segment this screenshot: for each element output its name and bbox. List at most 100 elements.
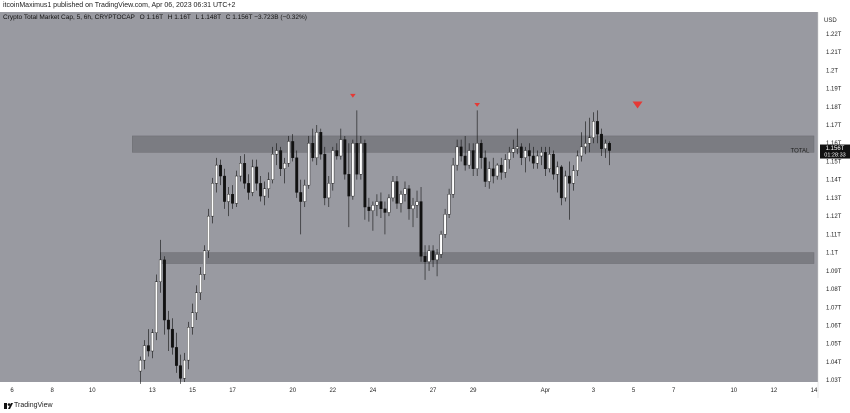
sell-signal-marker bbox=[632, 101, 643, 109]
candle bbox=[287, 135, 291, 167]
candle-body-down bbox=[608, 143, 611, 151]
candle bbox=[327, 176, 331, 208]
candle-body-up bbox=[447, 194, 451, 215]
candle bbox=[335, 143, 339, 160]
candle-body-up bbox=[263, 188, 267, 197]
candle-body-up bbox=[375, 201, 379, 206]
time-axis[interactable] bbox=[0, 382, 818, 398]
candle bbox=[199, 267, 202, 300]
price-chart[interactable]: USD 1.22T1.21T1.2T1.19T1.18T1.17T1.16T1.… bbox=[0, 12, 850, 398]
candle bbox=[311, 128, 315, 162]
candle-body-up bbox=[443, 214, 447, 235]
candle-body-down bbox=[479, 143, 483, 159]
candle bbox=[271, 146, 275, 184]
candle bbox=[207, 208, 210, 259]
candle bbox=[407, 185, 411, 220]
candle bbox=[251, 159, 255, 197]
candle-body-up bbox=[399, 194, 403, 204]
candle bbox=[451, 157, 455, 198]
tradingview-logo-icon bbox=[4, 403, 13, 409]
candle-body-up bbox=[571, 170, 575, 184]
close-value: 1.156T bbox=[232, 14, 253, 21]
candle-body-down bbox=[335, 150, 339, 157]
candle bbox=[359, 135, 363, 180]
candle-body-down bbox=[527, 150, 531, 157]
y-tick-label: 1.06T bbox=[826, 323, 842, 329]
candle-body-down bbox=[379, 201, 383, 210]
candle bbox=[375, 194, 379, 217]
x-tick-label: 27 bbox=[430, 388, 437, 394]
candle-body-up bbox=[267, 179, 271, 189]
y-tick-label: 1.16T bbox=[826, 141, 842, 147]
candle-body-up bbox=[331, 150, 335, 184]
x-tick-label: 5 bbox=[632, 388, 636, 394]
candle bbox=[587, 117, 591, 153]
candle bbox=[535, 150, 539, 169]
y-tick-labels: 1.22T 1.21T 1.2T 1.19T 1.18T 1.17T 1.16T 1.15T 1… bbox=[826, 32, 842, 384]
price-axis[interactable] bbox=[818, 12, 850, 398]
candle bbox=[178, 354, 182, 384]
candle bbox=[166, 310, 170, 352]
candle bbox=[551, 150, 555, 180]
candle-body-down bbox=[491, 168, 495, 177]
candle bbox=[323, 146, 327, 206]
price-tag-box bbox=[820, 144, 850, 159]
candle bbox=[491, 157, 495, 184]
candle bbox=[531, 146, 535, 169]
candle-body-up bbox=[339, 139, 343, 157]
candle-body-down bbox=[247, 183, 251, 193]
candle bbox=[559, 165, 563, 206]
candle-body-up bbox=[391, 181, 395, 199]
candle-body-up bbox=[487, 168, 491, 182]
candle-body-up bbox=[271, 153, 275, 180]
candle-body-down bbox=[600, 133, 603, 149]
candle bbox=[259, 176, 263, 202]
candle-body-up bbox=[227, 194, 231, 202]
candle-body-up bbox=[515, 146, 519, 149]
y-tick-label: 1.03T bbox=[826, 378, 842, 384]
candle bbox=[383, 201, 387, 235]
candle bbox=[351, 139, 355, 200]
candle-body-up bbox=[239, 163, 243, 177]
candle-body-down bbox=[463, 155, 467, 166]
candle-body-up bbox=[215, 164, 218, 184]
publish-info-text: itcoinMaximus1 published on TradingView.… bbox=[3, 2, 236, 9]
publish-info-bar: itcoinMaximus1 published on TradingView.… bbox=[0, 0, 850, 12]
candle bbox=[471, 143, 475, 177]
candle bbox=[439, 230, 443, 259]
candle-body-down bbox=[407, 188, 411, 210]
candle-body-up bbox=[411, 205, 415, 210]
candle-body-up bbox=[511, 148, 515, 153]
candle bbox=[608, 141, 611, 166]
candle bbox=[459, 139, 463, 162]
y-tick-label: 1.22T bbox=[826, 32, 842, 38]
candle bbox=[592, 112, 595, 144]
candle bbox=[343, 135, 347, 180]
candle-body-up bbox=[495, 164, 499, 177]
candle bbox=[191, 303, 194, 335]
candle bbox=[247, 174, 251, 200]
candle bbox=[511, 139, 515, 158]
y-tick-label: 1.07T bbox=[826, 305, 842, 311]
candle-body-down bbox=[162, 259, 166, 321]
candle bbox=[563, 170, 567, 202]
candle bbox=[339, 128, 343, 160]
y-tick-label: 1.05T bbox=[826, 342, 842, 348]
candle bbox=[379, 192, 383, 218]
x-tick-label: 24 bbox=[370, 388, 377, 394]
candle bbox=[215, 157, 218, 193]
candle-body-up bbox=[435, 254, 439, 261]
candle bbox=[227, 186, 231, 217]
y-tick-label: 1.12T bbox=[826, 214, 842, 220]
candle-body-down bbox=[419, 201, 423, 257]
candle bbox=[275, 143, 279, 166]
candle-body-up bbox=[211, 183, 214, 217]
candle bbox=[255, 159, 259, 191]
candle-body-down bbox=[279, 150, 283, 169]
last-price-value: 1.156T bbox=[826, 146, 845, 152]
candle bbox=[523, 146, 527, 173]
candle-body-down bbox=[596, 121, 599, 135]
candle bbox=[507, 146, 511, 169]
y-tick-label: 1.09T bbox=[826, 269, 842, 275]
candle-body-down bbox=[323, 153, 327, 199]
